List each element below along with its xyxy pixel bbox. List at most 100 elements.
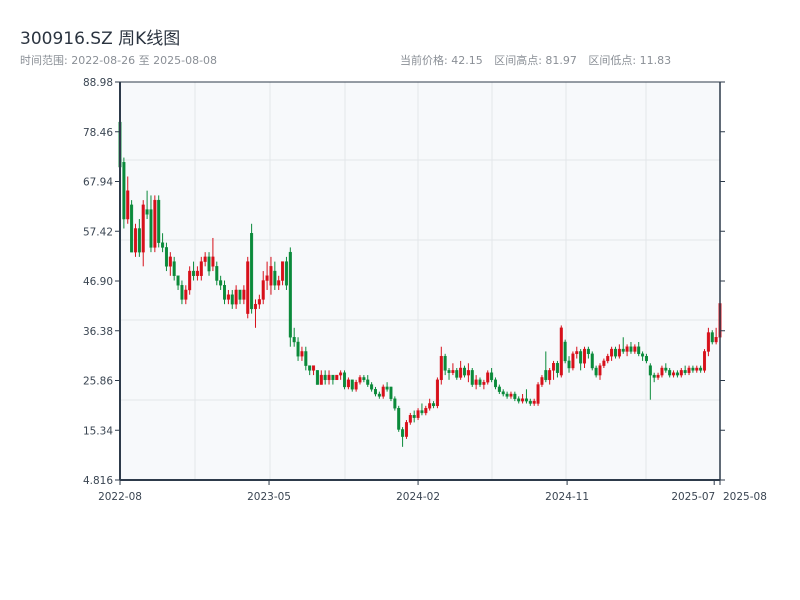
candle-up <box>168 256 172 267</box>
candle-down <box>652 374 656 378</box>
y-tick-label: 88.98 <box>83 77 113 89</box>
candle-down <box>366 379 370 385</box>
candle-down <box>524 398 528 402</box>
candle-up <box>610 348 614 357</box>
candle-up <box>300 351 304 357</box>
candle-up <box>486 372 490 383</box>
candle-down <box>137 228 141 253</box>
candle-down <box>668 370 672 376</box>
candle-down <box>401 429 405 437</box>
candle-down <box>180 285 184 300</box>
candle-up <box>536 384 540 404</box>
candle-up <box>257 299 261 305</box>
candle-up <box>184 289 188 300</box>
candle-down <box>230 294 234 305</box>
candle-down <box>315 370 319 385</box>
candle-down <box>493 379 497 388</box>
candle-down <box>699 367 703 371</box>
candle-up <box>354 381 358 390</box>
candle-up <box>234 289 238 305</box>
candle-up <box>133 228 137 253</box>
candle-down <box>613 348 617 357</box>
x-tick-label: 2022-08 <box>98 491 142 503</box>
candle-down <box>463 367 467 376</box>
candle-up <box>656 374 660 378</box>
candle-up <box>606 355 610 362</box>
x-tick-label: 2024-11 <box>545 491 589 503</box>
y-tick-label: 78.46 <box>83 127 113 139</box>
candle-up <box>141 204 145 253</box>
candle-down <box>323 374 327 381</box>
candle-down <box>478 379 482 385</box>
candle-down <box>273 270 277 286</box>
candle-down <box>567 360 571 369</box>
range-high: 区间高点: 81.97 <box>494 54 577 67</box>
candle-down <box>517 398 521 402</box>
candle-down <box>637 346 641 355</box>
candle-down <box>393 398 397 409</box>
candle-up <box>126 190 130 220</box>
candle-down <box>207 256 211 272</box>
candle-up <box>451 370 455 373</box>
candle-up <box>261 280 265 300</box>
candle-up <box>312 365 316 371</box>
y-tick-label: 25.86 <box>83 376 113 388</box>
candle-down <box>145 209 149 215</box>
candle-down <box>389 386 393 399</box>
candle-down <box>691 367 695 371</box>
candle-up <box>404 422 408 437</box>
candle-up <box>617 348 621 357</box>
candle-up <box>482 381 486 385</box>
candle-up <box>335 374 339 381</box>
candle-down <box>490 372 494 381</box>
candle-up <box>203 256 207 262</box>
candle-down <box>397 407 401 430</box>
candle-up <box>358 377 362 383</box>
candle-down <box>621 348 625 352</box>
candle-up <box>269 266 273 286</box>
candle-down <box>385 386 389 390</box>
candle-down <box>122 162 126 220</box>
candle-up <box>598 365 602 376</box>
candle-down <box>219 280 223 286</box>
candle-down <box>513 393 517 399</box>
y-tick-label: 46.90 <box>83 276 113 288</box>
candle-down <box>641 353 645 357</box>
candle-up <box>327 374 331 381</box>
candle-down <box>710 332 714 343</box>
candle-down <box>501 391 505 395</box>
candle-down <box>648 365 652 376</box>
candle-up <box>153 199 157 248</box>
candle-up <box>548 370 552 381</box>
candle-up <box>660 367 664 376</box>
candle-down <box>586 348 590 355</box>
candle-up <box>319 374 323 385</box>
candle-up <box>625 346 629 352</box>
candle-up <box>695 367 699 371</box>
candle-down <box>455 370 459 378</box>
candle-down <box>412 415 416 418</box>
candle-up <box>424 407 428 414</box>
candle-down <box>590 353 594 369</box>
candle-down <box>296 341 300 357</box>
candle-down <box>288 251 292 338</box>
candle-down <box>373 389 377 395</box>
candle-down <box>497 386 501 392</box>
candle-up <box>687 367 691 373</box>
candle-up <box>242 289 246 300</box>
candle-up <box>226 294 230 300</box>
candle-down <box>470 370 474 385</box>
candle-up <box>246 261 250 314</box>
candle-down <box>130 204 134 253</box>
candle-down <box>304 351 308 366</box>
candle-down <box>447 370 451 373</box>
candle-down <box>149 209 153 248</box>
x-tick-label: 2023-05 <box>247 491 291 503</box>
candle-down <box>432 403 436 407</box>
candle-up <box>408 415 412 423</box>
candle-down <box>594 367 598 376</box>
candle-up <box>679 370 683 376</box>
candle-down <box>308 365 312 371</box>
candle-down <box>284 261 288 286</box>
candle-up <box>253 303 257 310</box>
